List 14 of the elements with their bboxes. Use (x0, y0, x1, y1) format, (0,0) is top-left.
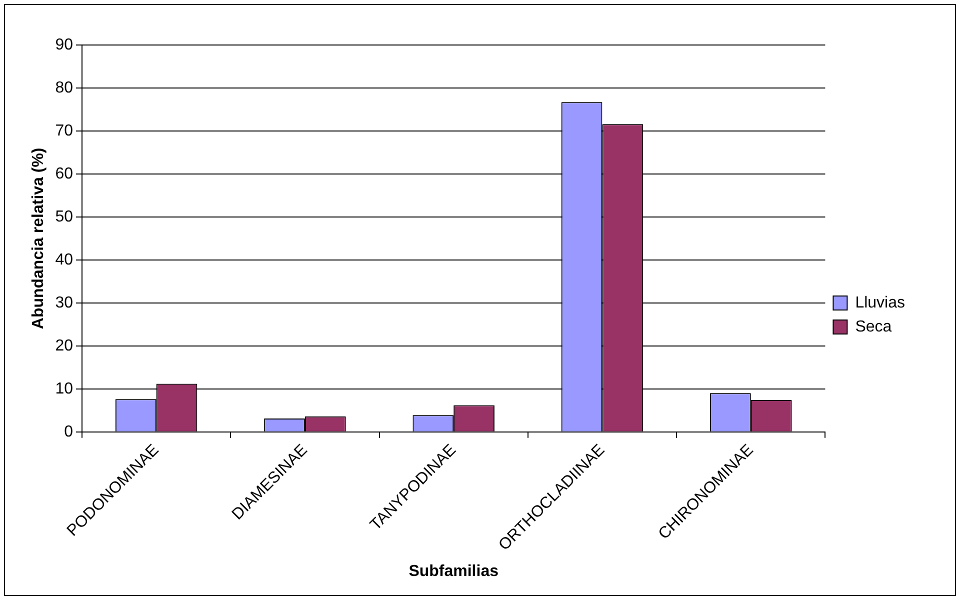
x-axis-title: Subfamilias (408, 562, 499, 580)
y-tick-label: 10 (55, 380, 74, 398)
y-tick-label: 60 (55, 165, 74, 182)
y-axis-title: Abundancia relativa (%) (30, 148, 48, 330)
y-tick-label: 40 (55, 251, 74, 268)
y-tick-label: 30 (55, 294, 74, 312)
y-tick-label: 0 (64, 423, 74, 440)
y-tick-label: 50 (55, 208, 74, 226)
y-tick-label: 90 (55, 36, 74, 54)
legend-label: Seca (855, 318, 892, 336)
y-tick-label: 70 (55, 122, 74, 140)
y-tick-label: 80 (55, 79, 74, 96)
legend-label: Lluvias (855, 294, 906, 312)
y-tick-label: 20 (55, 337, 74, 354)
